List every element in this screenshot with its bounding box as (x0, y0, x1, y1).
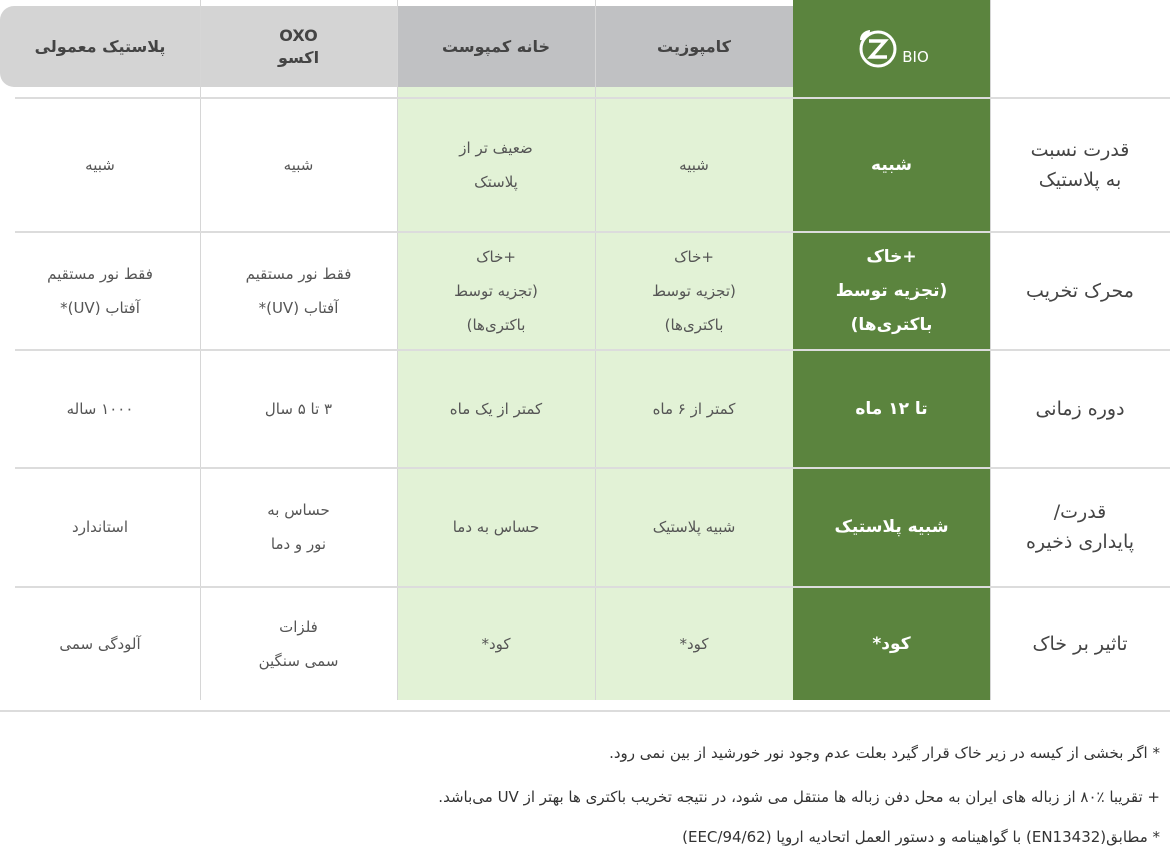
bio-logo: BIO (793, 0, 990, 98)
cell-plastic: شبیه (85, 155, 115, 174)
row-divider (15, 349, 1170, 351)
row-divider (15, 467, 1170, 469)
footnote-1: * اگر بخشی از کیسه در زیر خاک قرار گیرد … (609, 744, 1160, 762)
cell-composite: کمتر از ۶ ماه (652, 399, 736, 418)
cell-compost: +خاک (تجزیه توسط باکتری‌ها) (454, 247, 538, 334)
row-label: محرک تخریب (1026, 279, 1134, 302)
cell-composite: شبیه پلاستیک (652, 518, 736, 536)
cell-oxo: ۳ تا ۵ سال (264, 399, 333, 418)
cell-plastic: استاندارد (72, 518, 128, 536)
row-label: قدرت نسبت به پلاستیک (1030, 138, 1130, 191)
header-plastic: پلاستیک معمولی (34, 36, 166, 56)
cell-bio: شبیه پلاستیک (834, 517, 949, 537)
cell-plastic: آلودگی سمی (59, 634, 141, 653)
cell-oxo: فلزات سمی سنگین (258, 617, 339, 670)
cell-bio: +خاک (تجزیه توسط باکتری‌ها) (835, 246, 948, 335)
leaf-z-logo-icon (859, 30, 897, 68)
row-label: قدرت/ پایداری ذخیره (1025, 501, 1135, 553)
logo-text: BIO (902, 48, 929, 66)
cell-compost: کمتر از یک ماه (449, 399, 543, 418)
row-label: دوره زمانی (1035, 397, 1125, 420)
cell-oxo: حساس به نور و دما (267, 501, 330, 553)
header-composite: کامپوزیت (657, 36, 731, 56)
cell-oxo: فقط نور مستقیم آفتاب (UV)* (245, 264, 352, 317)
cell-bio: شبیه (871, 154, 912, 175)
row-divider (15, 97, 1170, 99)
cell-composite: +خاک (تجزیه توسط باکتری‌ها) (652, 247, 736, 334)
cell-composite: شبیه (679, 155, 709, 174)
header-compost: خانه کمپوست (441, 36, 551, 56)
row-divider (15, 231, 1170, 233)
footnote-2: + تقریبا ٪۸۰ از زباله های ایران به محل د… (438, 788, 1160, 806)
cell-compost: حساس به دما (452, 518, 540, 536)
row-divider (15, 586, 1170, 588)
cell-bio: تا ۱۲ ماه (855, 398, 928, 419)
row-label: تاثیر بر خاک (1032, 632, 1128, 655)
cell-plastic: ۱۰۰۰ ساله (66, 399, 134, 418)
cell-compost: کود* (481, 634, 511, 653)
cell-composite: کود* (679, 634, 709, 653)
cell-oxo: شبیه (283, 155, 314, 174)
cell-bio: کود* (872, 633, 911, 654)
footnote-3: * مطابق(EN13432) با گواهینامه و دستور ال… (682, 828, 1160, 846)
table-bottom-divider (0, 710, 1170, 712)
cell-plastic: فقط نور مستقیم آفتاب (UV)* (47, 264, 153, 317)
cell-compost: ضعیف تر از پلاستک (459, 138, 533, 191)
header-oxo: OXO اکسو (277, 25, 320, 67)
header-band-light (0, 6, 397, 87)
